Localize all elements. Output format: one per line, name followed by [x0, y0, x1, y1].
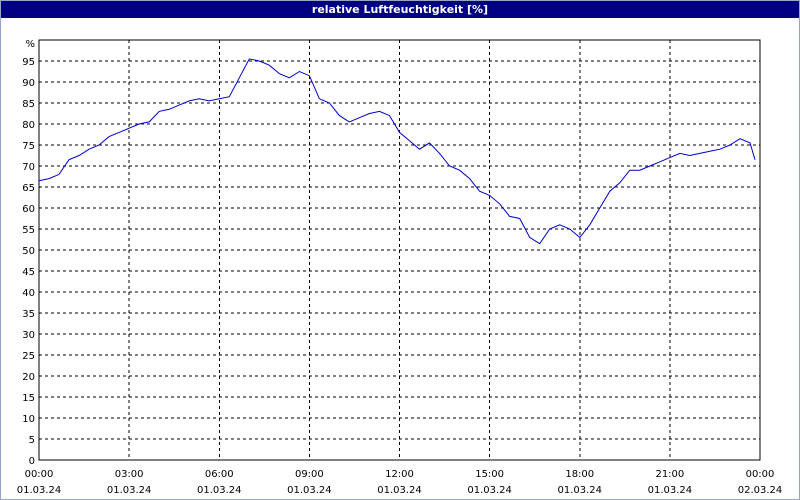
x-tick-date: 01.03.24 [557, 485, 602, 496]
x-tick-date: 01.03.24 [17, 485, 62, 496]
x-tick-date: 01.03.24 [467, 485, 512, 496]
x-tick-time: 00:00 [746, 469, 775, 480]
y-tick-label: 40 [22, 288, 35, 299]
y-tick-label: 85 [22, 99, 35, 110]
y-tick-label: 75 [22, 141, 35, 152]
y-tick-label: 35 [22, 309, 35, 320]
y-tick-label: 90 [22, 78, 35, 89]
x-tick-time: 03:00 [115, 469, 144, 480]
x-tick-date: 01.03.24 [648, 485, 693, 496]
x-tick-time: 15:00 [475, 469, 504, 480]
x-tick-date: 01.03.24 [107, 485, 152, 496]
x-tick-date: 01.03.24 [377, 485, 422, 496]
x-tick-date: 02.03.24 [738, 485, 783, 496]
x-tick-date: 01.03.24 [197, 485, 242, 496]
chart-title: relative Luftfeuchtigkeit [%] [1, 1, 799, 18]
x-tick-labels: 00:00 01.03.24 03:00 01.03.24 06:00 01.03.24 0… [17, 469, 783, 496]
grid-lines [39, 40, 760, 460]
y-tick-label: 0 [29, 456, 35, 467]
x-tick-time: 12:00 [385, 469, 414, 480]
y-tick-label: 50 [22, 246, 35, 257]
y-tick-label: 45 [22, 267, 35, 278]
y-tick-label: 55 [22, 225, 35, 236]
humidity-series-line [38, 58, 756, 245]
x-tick-time: 21:00 [655, 469, 684, 480]
y-tick-label: 65 [22, 183, 35, 194]
x-tick-time: 18:00 [565, 469, 594, 480]
plot-border [38, 39, 761, 461]
x-tick-time: 06:00 [205, 469, 234, 480]
x-tick-time: 00:00 [25, 469, 54, 480]
y-tick-label: 60 [22, 204, 35, 215]
y-tick-label: 95 [22, 57, 35, 68]
y-tick-label: 5 [29, 435, 35, 446]
y-unit-label: % [25, 39, 35, 50]
y-tick-label: 15 [22, 393, 35, 404]
y-tick-label: 20 [22, 372, 35, 383]
y-tick-label: 30 [22, 330, 35, 341]
y-tick-label: 10 [22, 414, 35, 425]
y-tick-label: 80 [22, 120, 35, 131]
x-tick-time: 09:00 [295, 469, 324, 480]
y-tick-labels: 0 5 10 15 20 25 30 35 40 45 50 55 60 65 70 75 80 85 90 95 [22, 57, 35, 467]
x-tick-date: 01.03.24 [287, 485, 332, 496]
y-tick-label: 70 [22, 162, 35, 173]
y-tick-label: 25 [22, 351, 35, 362]
